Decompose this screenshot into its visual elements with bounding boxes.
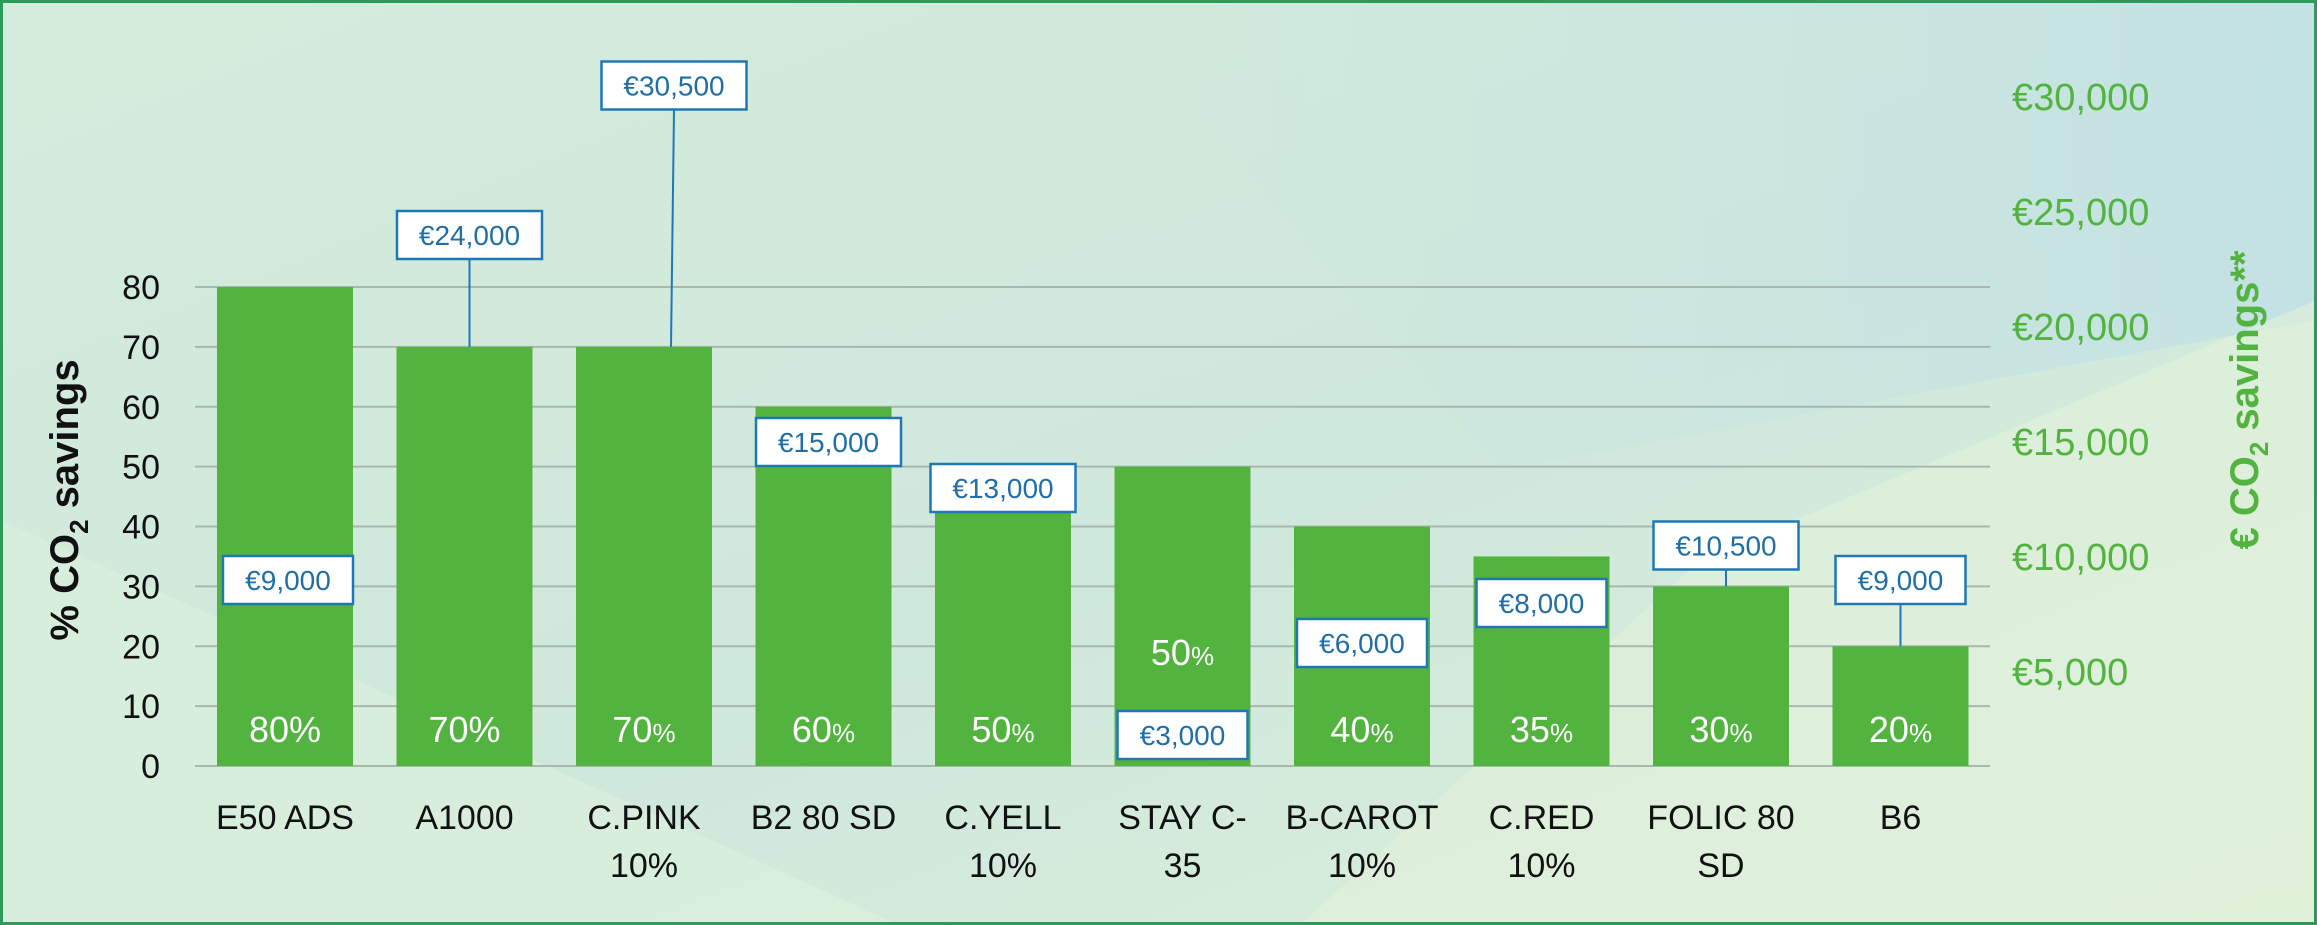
left-axis-title: % CO2 savings: [43, 359, 94, 640]
bar: [935, 466, 1071, 766]
left-axis-ticks: 0 10 20 30 40 50 60 70 80: [122, 269, 160, 786]
callout-box: [929, 462, 1077, 514]
callout-value-label: €9,000: [1858, 565, 1944, 596]
callout-value-label: €15,000: [778, 427, 879, 458]
bar-value-label: 35%: [1510, 709, 1573, 750]
left-tick-label: 70: [122, 329, 160, 367]
callout-leader-line: [670, 109, 675, 347]
left-tick-label: 50: [122, 449, 160, 487]
category-label: A1000: [415, 799, 513, 837]
category-label: 10%: [1328, 847, 1396, 885]
left-tick-label: 60: [122, 389, 160, 427]
callout-value-label: €6,000: [1319, 628, 1405, 659]
bar: [1832, 646, 1969, 766]
callout-box: [1834, 554, 1967, 606]
bar-value-label: 80%: [249, 709, 321, 750]
left-tick-label: 0: [141, 748, 160, 786]
right-axis-title: € CO2 savings**: [2223, 250, 2274, 549]
bar-value-label: 70%: [428, 709, 500, 750]
callout-box: [1652, 520, 1800, 571]
category-label: C.RED: [1489, 799, 1595, 837]
callout-value-label: €3,000: [1140, 720, 1226, 751]
callout-value-label: €13,000: [952, 473, 1053, 504]
euro-callouts: €9,000 €24,000 €30,500 €15,000 €13,000 €3,000…: [221, 60, 1967, 761]
callout-value-label: €24,000: [419, 220, 520, 251]
category-label: STAY C-: [1118, 799, 1246, 837]
category-label: 10%: [1507, 847, 1575, 885]
left-tick-label: 20: [122, 628, 160, 666]
bar-value-label: 40%: [1330, 709, 1393, 750]
category-label: B2 80 SD: [751, 799, 897, 837]
bar: [576, 346, 712, 766]
callout-value-label: €10,500: [1675, 531, 1776, 562]
callout-box: [221, 554, 355, 606]
category-label: C.YELL: [944, 799, 1061, 837]
category-label: B6: [1880, 799, 1922, 837]
category-label: 10%: [610, 847, 678, 885]
category-label: 10%: [969, 847, 1037, 885]
category-label: SD: [1697, 847, 1744, 885]
callout-box: [1475, 577, 1608, 629]
callout-box: [395, 209, 544, 261]
bar-value-labels: 80% 70% 70% 60% 50% 50% 40% 35% 30% 20%: [249, 632, 1932, 750]
right-tick-label: €25,000: [2012, 192, 2149, 234]
bar-value-label: 30%: [1689, 709, 1752, 750]
callout-box: [1295, 617, 1429, 669]
bar-value-label: 60%: [792, 709, 855, 750]
category-label: C.PINK: [587, 799, 701, 837]
right-tick-label: €30,000: [2012, 77, 2149, 119]
left-tick-label: 80: [122, 269, 160, 307]
right-tick-label: €15,000: [2012, 422, 2149, 464]
callout-box: [1116, 709, 1249, 761]
callout-box: [600, 60, 748, 111]
callout-value-label: €9,000: [245, 565, 331, 596]
bar-value-label: 20%: [1869, 709, 1932, 750]
callout-value-label: €30,500: [623, 71, 724, 102]
category-label: FOLIC 80: [1647, 799, 1794, 837]
bar-value-label: 70%: [612, 709, 675, 750]
right-axis-ticks: €5,000 €10,000 €15,000 €20,000 €25,000 €30,00…: [2012, 77, 2149, 694]
bar-value-label: 50%: [1151, 632, 1214, 673]
callout-box: [754, 416, 903, 468]
right-tick-label: €5,000: [2012, 652, 2128, 694]
left-tick-label: 10: [122, 688, 160, 726]
bar: [217, 287, 353, 766]
bar-value-label: 50%: [971, 709, 1034, 750]
category-label: E50 ADS: [216, 799, 354, 837]
left-tick-label: 30: [122, 568, 160, 606]
right-tick-label: €20,000: [2012, 307, 2149, 349]
category-labels: E50 ADS A1000 C.PINK 10% B2 80 SD C.YELL 10% ST…: [216, 799, 1921, 885]
bar: [1653, 586, 1789, 766]
category-label: 35: [1164, 847, 1202, 885]
bar: [396, 346, 533, 766]
left-tick-label: 40: [122, 509, 160, 547]
right-tick-label: €10,000: [2012, 537, 2149, 579]
callout-value-label: €8,000: [1499, 588, 1585, 619]
category-label: B-CAROT: [1286, 799, 1439, 837]
